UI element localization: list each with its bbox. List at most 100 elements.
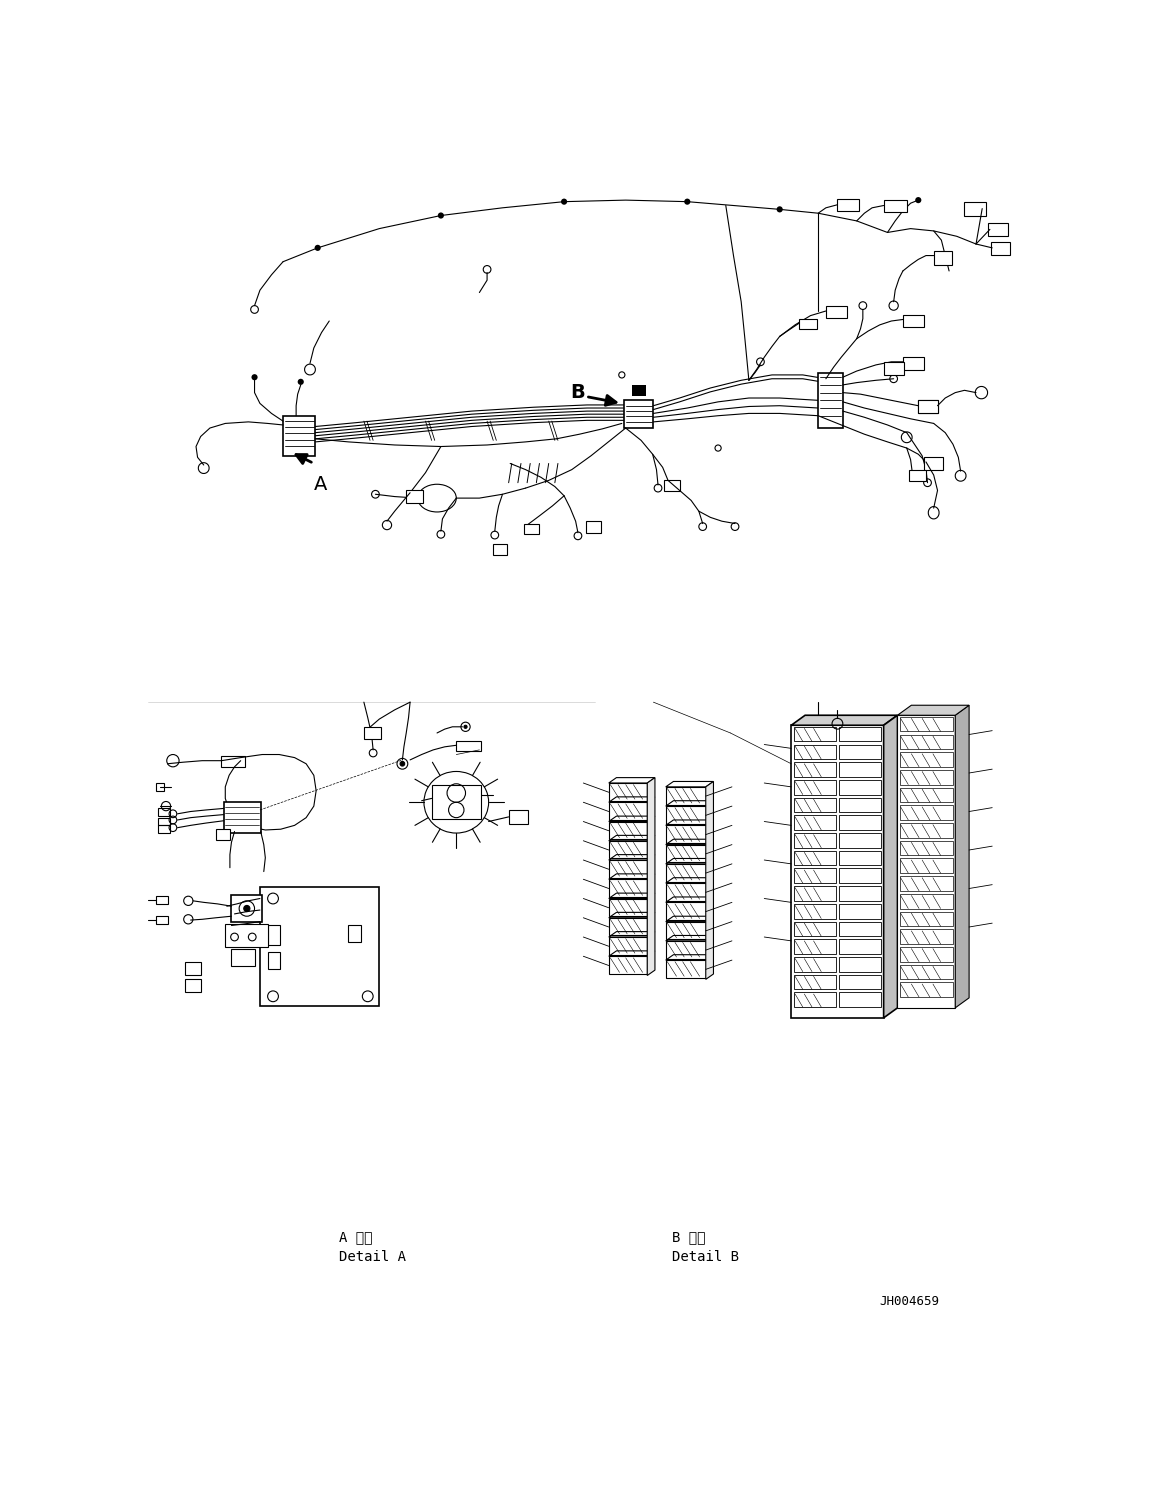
Text: B: B xyxy=(570,382,585,402)
Bar xyxy=(900,982,952,997)
Circle shape xyxy=(777,207,783,213)
Bar xyxy=(364,726,380,740)
Bar xyxy=(665,787,706,805)
Bar xyxy=(793,939,836,954)
Bar xyxy=(900,735,952,748)
Circle shape xyxy=(684,198,691,205)
Bar xyxy=(665,882,706,900)
Bar xyxy=(900,946,952,961)
Bar xyxy=(406,491,423,503)
Bar xyxy=(991,241,1009,254)
Bar xyxy=(665,960,706,978)
Bar xyxy=(156,896,167,903)
Circle shape xyxy=(561,198,568,205)
Bar xyxy=(900,769,952,784)
Bar xyxy=(902,357,925,369)
Bar xyxy=(793,726,836,741)
Bar xyxy=(793,780,836,795)
Bar xyxy=(608,821,648,839)
Bar xyxy=(839,869,882,882)
Bar xyxy=(839,957,882,972)
Bar xyxy=(525,524,540,534)
Bar xyxy=(902,315,925,327)
Bar xyxy=(839,921,882,936)
Bar xyxy=(664,481,679,491)
Bar xyxy=(665,826,706,844)
Bar xyxy=(267,926,280,945)
Bar xyxy=(665,940,706,958)
Text: JH004659: JH004659 xyxy=(879,1295,940,1308)
Bar xyxy=(900,912,952,926)
Bar xyxy=(608,841,648,859)
Bar xyxy=(665,921,706,939)
Bar xyxy=(157,826,170,833)
Bar xyxy=(900,964,952,979)
Bar xyxy=(156,783,164,790)
Bar xyxy=(793,762,836,777)
Bar xyxy=(900,876,952,891)
Bar xyxy=(608,879,648,897)
Bar xyxy=(791,725,884,1018)
Bar xyxy=(665,902,706,920)
Polygon shape xyxy=(884,716,898,1018)
Text: A: A xyxy=(314,475,327,494)
Polygon shape xyxy=(648,778,655,976)
Polygon shape xyxy=(955,705,969,1007)
Bar xyxy=(261,887,379,1006)
Bar xyxy=(884,362,904,375)
Circle shape xyxy=(251,373,258,381)
Text: Detail A: Detail A xyxy=(340,1250,406,1263)
Bar xyxy=(793,903,836,918)
Circle shape xyxy=(464,725,468,728)
Bar xyxy=(839,780,882,795)
Bar xyxy=(665,865,706,881)
Bar xyxy=(919,400,939,412)
Polygon shape xyxy=(898,705,969,716)
Bar xyxy=(157,808,170,815)
Bar xyxy=(799,318,818,329)
Polygon shape xyxy=(706,781,713,979)
Bar xyxy=(608,783,648,801)
Bar xyxy=(608,860,648,878)
Bar xyxy=(839,992,882,1007)
Bar xyxy=(839,939,882,954)
Bar xyxy=(839,815,882,830)
Bar xyxy=(884,199,907,213)
Bar xyxy=(900,841,952,856)
Bar xyxy=(793,957,836,972)
Bar xyxy=(934,251,952,265)
Bar xyxy=(156,917,167,924)
Bar xyxy=(283,415,315,455)
Bar xyxy=(919,400,939,412)
Circle shape xyxy=(437,213,444,219)
Bar xyxy=(793,869,836,882)
Bar xyxy=(839,726,882,741)
Bar xyxy=(216,829,230,841)
Bar xyxy=(267,952,280,969)
Bar xyxy=(608,957,648,975)
Bar xyxy=(625,400,654,429)
Polygon shape xyxy=(791,716,898,725)
Bar xyxy=(431,786,481,820)
Bar xyxy=(839,851,882,866)
Bar xyxy=(608,918,648,936)
Bar xyxy=(793,921,836,936)
Bar xyxy=(925,457,943,470)
Bar xyxy=(839,903,882,918)
Circle shape xyxy=(298,379,304,385)
Bar xyxy=(900,930,952,943)
Bar xyxy=(900,823,952,838)
Bar xyxy=(793,851,836,866)
Bar xyxy=(793,975,836,990)
Bar xyxy=(793,992,836,1007)
Bar xyxy=(819,372,843,429)
Bar xyxy=(226,924,267,946)
Bar xyxy=(493,545,507,555)
Bar xyxy=(839,887,882,900)
Bar xyxy=(898,716,955,1007)
Bar xyxy=(839,744,882,759)
Circle shape xyxy=(400,762,405,766)
Bar xyxy=(909,470,926,481)
Bar xyxy=(793,833,836,848)
Bar xyxy=(987,223,1007,237)
